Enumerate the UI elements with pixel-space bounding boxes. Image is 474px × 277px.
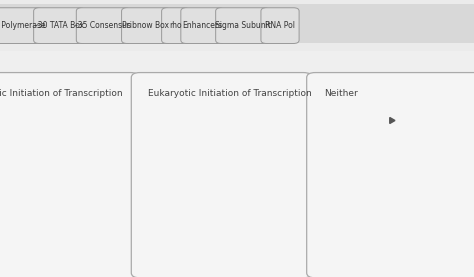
Text: -35 Consensus: -35 Consensus: [75, 21, 131, 30]
FancyBboxPatch shape: [307, 73, 474, 277]
FancyBboxPatch shape: [162, 8, 189, 43]
Text: Neither: Neither: [324, 89, 357, 98]
FancyBboxPatch shape: [0, 4, 474, 43]
FancyBboxPatch shape: [216, 8, 269, 43]
FancyBboxPatch shape: [181, 8, 224, 43]
FancyBboxPatch shape: [0, 8, 42, 43]
Text: -30 TATA Box: -30 TATA Box: [35, 21, 84, 30]
Text: Eukaryotic Initiation of Transcription: Eukaryotic Initiation of Transcription: [148, 89, 312, 98]
Text: DNA Polymerase: DNA Polymerase: [0, 21, 46, 30]
Text: rho: rho: [169, 21, 182, 30]
FancyBboxPatch shape: [131, 73, 312, 277]
FancyBboxPatch shape: [34, 8, 85, 43]
Text: Sigma Subunit: Sigma Subunit: [215, 21, 271, 30]
Text: Enhancers: Enhancers: [182, 21, 223, 30]
Text: otic Initiation of Transcription: otic Initiation of Transcription: [0, 89, 122, 98]
FancyBboxPatch shape: [0, 51, 474, 277]
FancyBboxPatch shape: [76, 8, 130, 43]
FancyBboxPatch shape: [261, 8, 299, 43]
Text: RNA Pol: RNA Pol: [265, 21, 295, 30]
Text: Pribnow Box: Pribnow Box: [122, 21, 169, 30]
FancyBboxPatch shape: [121, 8, 170, 43]
FancyBboxPatch shape: [0, 73, 139, 277]
